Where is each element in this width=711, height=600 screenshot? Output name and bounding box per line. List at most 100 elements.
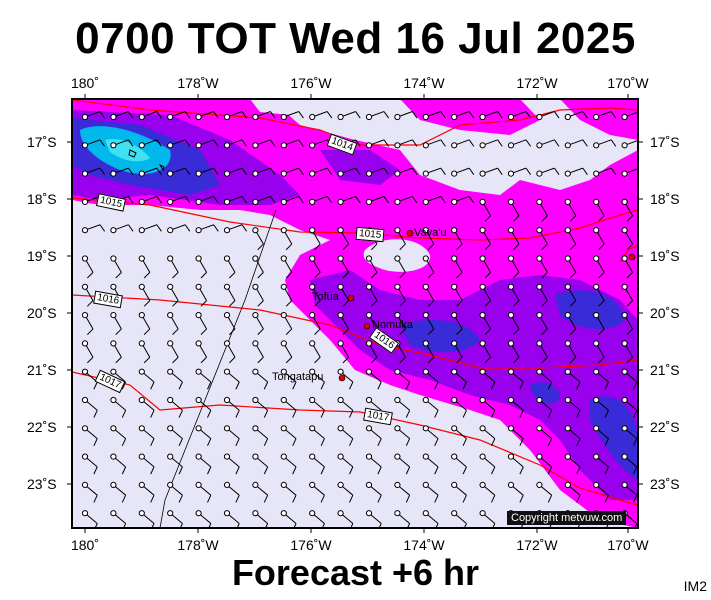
wind-barb-feather: [263, 410, 269, 418]
lat-label-20s: 20˚S: [27, 305, 57, 321]
wind-barb-feather: [172, 272, 179, 279]
wind-barb-shaft: [229, 195, 243, 202]
wind-barb-shaft: [427, 429, 439, 439]
wind-barb-icon: [480, 539, 485, 544]
wind-barb-icon: [422, 283, 429, 290]
wind-barb-feather: [569, 215, 577, 222]
wind-barb-feather: [434, 410, 439, 418]
wind-barb-feather: [150, 410, 155, 418]
wind-barb-icon: [253, 539, 258, 544]
wind-barb-shaft: [370, 401, 382, 411]
wind-barb-shaft: [569, 457, 581, 468]
wind-barb-feather: [314, 328, 321, 335]
wind-barb-icon: [366, 539, 371, 544]
wind-barb-shaft: [256, 232, 264, 245]
wind-barb-feather: [99, 139, 106, 147]
wind-barb-shaft: [428, 111, 442, 117]
wind-barb-feather: [320, 494, 325, 503]
lon-label-170w-bottom: 170˚W: [607, 537, 649, 553]
wind-barb-icon: [110, 283, 117, 290]
wind-barb-feather: [263, 381, 269, 390]
wind-barb-icon: [280, 368, 287, 375]
wind-barb-icon: [223, 113, 231, 121]
wind-barb-feather: [207, 466, 212, 475]
wind-barb-icon: [167, 283, 174, 290]
wind-barb-icon: [621, 481, 628, 488]
wind-barb-feather: [383, 111, 390, 119]
wind-barb-shaft: [427, 514, 439, 524]
wind-barb-feather: [604, 438, 609, 447]
wind-barb-shaft: [228, 429, 240, 439]
wind-barb-shaft: [541, 486, 552, 496]
wind-barb-icon: [507, 312, 515, 319]
wind-barb-shaft: [484, 457, 496, 468]
wind-barb-feather: [440, 139, 446, 147]
wind-barb-icon: [451, 142, 458, 149]
wind-barb-icon: [621, 170, 628, 177]
wind-barb-feather: [405, 381, 411, 390]
wind-barb-icon: [280, 113, 287, 121]
wind-barb-icon: [593, 481, 600, 488]
wind-barb-shaft: [314, 195, 328, 202]
wind-barb-shaft: [313, 288, 321, 301]
wind-barb-shaft: [371, 167, 385, 174]
wind-barb-icon: [479, 425, 486, 432]
wind-barb-icon: [451, 510, 458, 517]
wind-barb-shaft: [456, 543, 466, 552]
wind-barb-icon: [394, 396, 401, 404]
wind-barb-icon: [536, 453, 543, 460]
wind-barb-shaft: [371, 195, 385, 202]
wind-barb-icon: [138, 283, 145, 290]
wind-barb-feather: [456, 300, 463, 307]
wind-barb-shaft: [370, 457, 382, 468]
wind-barb-icon: [394, 255, 401, 262]
wind-barb-feather: [598, 215, 605, 222]
wind-barb-shaft: [426, 232, 435, 245]
wind-barb-icon: [195, 425, 202, 432]
wind-barb-icon: [252, 368, 259, 375]
wind-barb-shaft: [313, 457, 325, 468]
wind-barb-shaft: [568, 288, 577, 301]
wind-barb-feather: [462, 466, 467, 475]
wind-barb-icon: [252, 170, 259, 177]
wind-barb-shaft: [200, 486, 212, 496]
wind-barb-icon: [593, 425, 600, 432]
wind-barb-shaft: [625, 345, 634, 358]
wind-barb-feather: [184, 111, 191, 119]
wind-barb-shaft: [342, 167, 356, 174]
wind-barb-feather: [491, 466, 496, 475]
wind-barb-icon: [223, 453, 231, 460]
wind-barb-feather: [440, 167, 446, 175]
wind-barb-icon: [309, 453, 316, 460]
wind-barb-shaft: [456, 111, 470, 117]
wind-barb-feather: [626, 356, 633, 364]
wind-barb-icon: [593, 312, 600, 319]
wind-barb-feather: [298, 167, 304, 175]
wind-barb-icon: [309, 198, 316, 205]
wind-barb-shaft: [286, 167, 300, 174]
wind-barb-feather: [547, 381, 553, 390]
wind-barb-feather: [228, 300, 236, 307]
wind-barb-shaft: [625, 317, 634, 330]
wind-barb-feather: [554, 139, 560, 147]
wind-barb-shaft: [87, 167, 101, 174]
wind-barb-icon: [195, 283, 202, 290]
wind-barb-feather: [405, 410, 411, 418]
wind-barb-feather: [519, 438, 524, 447]
wind-barb-icon: [138, 198, 145, 205]
wind-barb-feather: [150, 466, 155, 475]
wind-barb-icon: [309, 142, 316, 149]
wind-barb-shaft: [86, 429, 98, 439]
wind-barb-feather: [93, 494, 98, 503]
wind-barb-icon: [452, 539, 457, 544]
wind-barb-feather: [263, 466, 269, 475]
wind-barb-icon: [223, 340, 231, 347]
wind-barb-feather: [633, 438, 638, 447]
wind-barb-icon: [223, 255, 231, 262]
lon-label-176w-bottom: 176˚W: [290, 537, 332, 553]
wind-barb-feather: [512, 215, 520, 222]
wind-barb-feather: [93, 410, 98, 418]
wind-barb-shaft: [285, 401, 297, 411]
wind-barb-feather: [412, 167, 418, 175]
wind-barb-shaft: [483, 345, 492, 358]
